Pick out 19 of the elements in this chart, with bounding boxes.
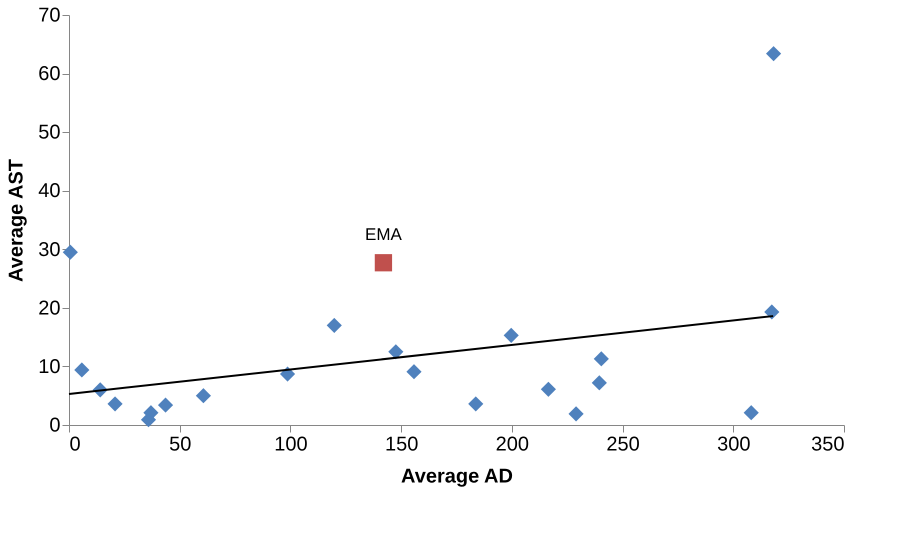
x-tick-label: 300	[717, 434, 750, 456]
x-axis-title: Average AD	[401, 466, 513, 488]
y-axis-title: Average AST	[5, 158, 28, 282]
x-tick-label: 250	[606, 434, 640, 456]
series-label: EMA	[365, 224, 403, 244]
x-tick-label: 350	[811, 434, 844, 456]
y-tick-label: 50	[38, 122, 60, 144]
y-tick-label: 40	[38, 180, 60, 202]
x-tick-label: 150	[384, 434, 418, 456]
x-tick-label: 200	[496, 434, 530, 456]
y-tick-label: 20	[38, 297, 60, 320]
y-tick-label: 60	[38, 63, 60, 86]
y-tick-label: 30	[38, 238, 60, 261]
x-tick-label: 50	[169, 434, 192, 456]
y-tick-label: 0	[49, 414, 60, 436]
y-tick-label: 70	[38, 4, 60, 26]
y-tick-label: 10	[38, 356, 60, 378]
x-tick-label: 0	[70, 434, 81, 456]
x-tick-label: 100	[274, 434, 308, 456]
